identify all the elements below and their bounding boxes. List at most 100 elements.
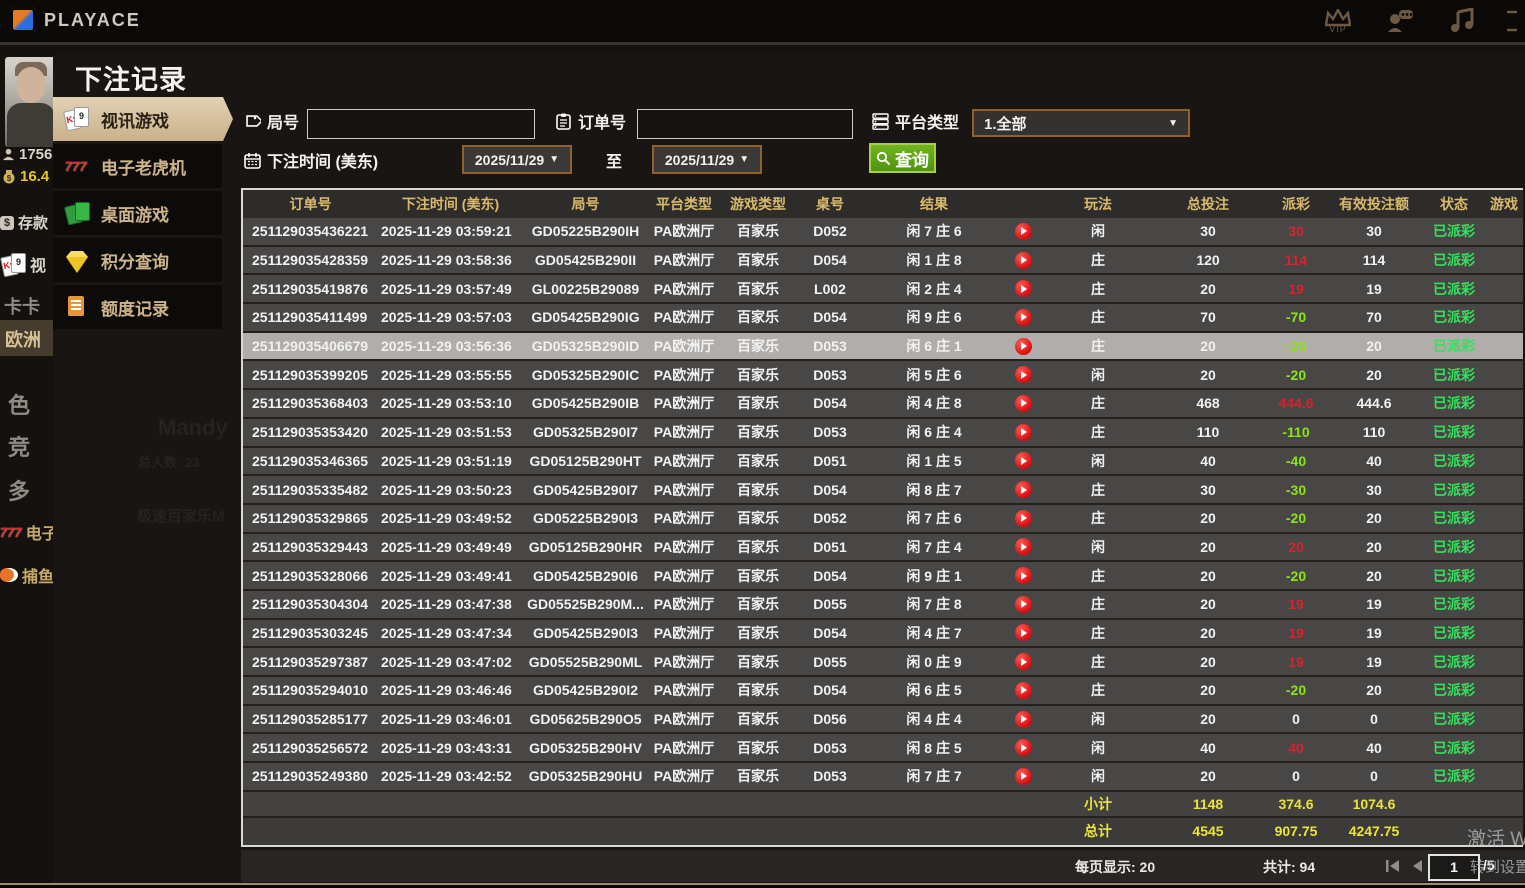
replay-play-icon[interactable] — [1014, 739, 1032, 757]
nav-se[interactable]: 色 — [8, 393, 31, 418]
tab-table-games[interactable]: 桌面游戏 — [53, 191, 222, 235]
nav-jing[interactable]: 竞 — [8, 435, 31, 460]
table-row[interactable]: 251129035399205 2025-11-29 03:55:55 GD05… — [243, 361, 1523, 391]
table-row[interactable]: 251129035436221 2025-11-29 03:59:21 GD05… — [243, 218, 1523, 247]
table-row[interactable]: 251129035335482 2025-11-29 03:50:23 GD05… — [243, 476, 1523, 505]
table-row[interactable]: 251129035297387 2025-11-29 03:47:02 GD05… — [243, 648, 1523, 677]
per-page-label: 每页显示: 20 — [1075, 859, 1156, 875]
table-row[interactable]: 251129035328066 2025-11-29 03:49:41 GD05… — [243, 562, 1523, 591]
diamond-icon — [65, 248, 91, 273]
play-type: 庄 — [1091, 653, 1105, 670]
play-type: 闲 — [1091, 711, 1105, 728]
nav-deposit[interactable]: $ 存款 — [0, 212, 48, 233]
replay-play-icon[interactable] — [1014, 280, 1032, 298]
valid-bet: 20 — [1366, 682, 1382, 699]
status-badge: 已派彩 — [1433, 280, 1475, 297]
order-no: 251129035436221 — [252, 223, 369, 240]
replay-play-icon[interactable] — [1014, 423, 1032, 441]
play-type: 庄 — [1091, 481, 1105, 498]
replay-play-icon[interactable] — [1014, 308, 1032, 326]
platform: PA欧洲厅 — [653, 567, 715, 584]
tab-slots[interactable]: 777 电子老虎机 — [53, 144, 222, 188]
table-row[interactable]: 251129035285177 2025-11-29 03:46:01 GD05… — [243, 705, 1523, 735]
play-type: 庄 — [1091, 624, 1105, 641]
slots-777-icon: 777 — [0, 524, 22, 540]
order-no-input[interactable] — [637, 109, 853, 139]
page-input[interactable] — [1428, 854, 1480, 881]
replay-play-icon[interactable] — [1014, 366, 1032, 384]
search-button[interactable]: 查询 — [869, 143, 936, 173]
payout: -30 — [1285, 481, 1307, 498]
total-bet: 20 — [1200, 624, 1216, 641]
tab-quota-record[interactable]: 额度记录 — [53, 285, 222, 329]
table-body: 251129035436221 2025-11-29 03:59:21 GD05… — [243, 218, 1523, 792]
table-row[interactable]: 251129035406679 2025-11-29 03:56:36 GD05… — [243, 332, 1523, 362]
valid-bet: 19 — [1366, 653, 1382, 670]
table-row[interactable]: 251129035304304 2025-11-29 03:47:38 GD05… — [243, 590, 1523, 620]
table-row[interactable]: 251129035428359 2025-11-29 03:58:36 GD05… — [243, 246, 1523, 276]
result: 闲 9 庄 1 — [906, 567, 962, 584]
total-bet: 40 — [1200, 739, 1216, 756]
table-row[interactable]: 251129035303245 2025-11-29 03:47:34 GD05… — [243, 619, 1523, 649]
tab-points-query[interactable]: 积分查询 — [53, 238, 222, 282]
replay-play-icon[interactable] — [1014, 509, 1032, 527]
app-logo: PLAYACE — [10, 7, 141, 33]
replay-play-icon[interactable] — [1014, 394, 1032, 412]
replay-play-icon[interactable] — [1014, 538, 1032, 556]
replay-play-icon[interactable] — [1014, 624, 1032, 642]
replay-play-icon[interactable] — [1014, 653, 1032, 671]
replay-play-icon[interactable] — [1014, 681, 1032, 699]
nav-europe-highlight[interactable]: 欧洲 — [0, 320, 58, 356]
more-icon[interactable] — [1507, 5, 1517, 37]
replay-play-icon[interactable] — [1014, 251, 1032, 269]
table-row[interactable]: 251129035294010 2025-11-29 03:46:46 GD05… — [243, 677, 1523, 706]
replay-play-icon[interactable] — [1014, 337, 1032, 355]
replay-play-icon[interactable] — [1014, 481, 1032, 499]
play-type: 庄 — [1091, 280, 1105, 297]
valid-bet: 70 — [1366, 309, 1382, 326]
status-badge: 已派彩 — [1433, 739, 1475, 756]
table-row[interactable]: 251129035329865 2025-11-29 03:49:52 GD05… — [243, 504, 1523, 534]
platform-select[interactable]: 1.全部 ▼ — [972, 109, 1190, 137]
table-no: D054 — [813, 682, 847, 699]
nav-video[interactable]: K♥ 9 视 — [0, 252, 46, 278]
prev-page-button[interactable] — [1409, 858, 1425, 877]
vip-icon[interactable]: VIP — [1321, 5, 1355, 37]
game-no: GD05325B290I7 — [532, 424, 639, 441]
tab-video-games[interactable]: K♥ 9 视讯游戏 — [53, 97, 233, 141]
payout: 0 — [1292, 711, 1300, 728]
balance-value: 16.4 — [20, 168, 50, 185]
replay-play-icon[interactable] — [1014, 567, 1032, 585]
table-row[interactable]: 251129035353420 2025-11-29 03:51:53 GD05… — [243, 418, 1523, 448]
table-row[interactable]: 251129035346365 2025-11-29 03:51:19 GD05… — [243, 447, 1523, 477]
date-from-picker[interactable]: 2025/11/29 ▼ — [462, 145, 572, 174]
table-row[interactable]: 251129035249380 2025-11-29 03:42:52 GD05… — [243, 763, 1523, 792]
replay-play-icon[interactable] — [1014, 595, 1032, 613]
order-no: 251129035335482 — [252, 481, 369, 498]
table-row[interactable]: 251129035329443 2025-11-29 03:49:49 GD05… — [243, 533, 1523, 563]
replay-play-icon[interactable] — [1014, 222, 1032, 240]
status-badge: 已派彩 — [1433, 338, 1475, 355]
replay-play-icon[interactable] — [1014, 452, 1032, 470]
nav-kaka[interactable]: 卡卡 — [4, 297, 40, 317]
table-row[interactable]: 251129035368403 2025-11-29 03:53:10 GD05… — [243, 390, 1523, 419]
first-page-button[interactable] — [1385, 858, 1401, 877]
date-to-picker[interactable]: 2025/11/29 ▼ — [652, 145, 762, 174]
nav-duo[interactable]: 多 — [8, 479, 31, 504]
replay-play-icon[interactable] — [1014, 710, 1032, 728]
replay-play-icon[interactable] — [1014, 767, 1032, 785]
nav-slots[interactable]: 777 电子 — [0, 524, 58, 544]
chat-icon[interactable] — [1383, 5, 1417, 37]
valid-bet: 0 — [1370, 711, 1378, 728]
avatar[interactable] — [5, 57, 57, 147]
table-row[interactable]: 251129035256572 2025-11-29 03:43:31 GD05… — [243, 734, 1523, 764]
game-no: GD05625B290O5 — [529, 711, 642, 728]
music-icon[interactable] — [1445, 5, 1479, 37]
game-type: 百家乐 — [737, 711, 779, 728]
table-row[interactable]: 251129035419876 2025-11-29 03:57:49 GL00… — [243, 275, 1523, 305]
table-no: D053 — [813, 366, 847, 383]
game-no-input[interactable] — [307, 109, 535, 139]
valid-bet: 110 — [1362, 424, 1386, 441]
table-row[interactable]: 251129035411499 2025-11-29 03:57:03 GD05… — [243, 304, 1523, 333]
result: 闲 4 庄 7 — [906, 624, 962, 641]
